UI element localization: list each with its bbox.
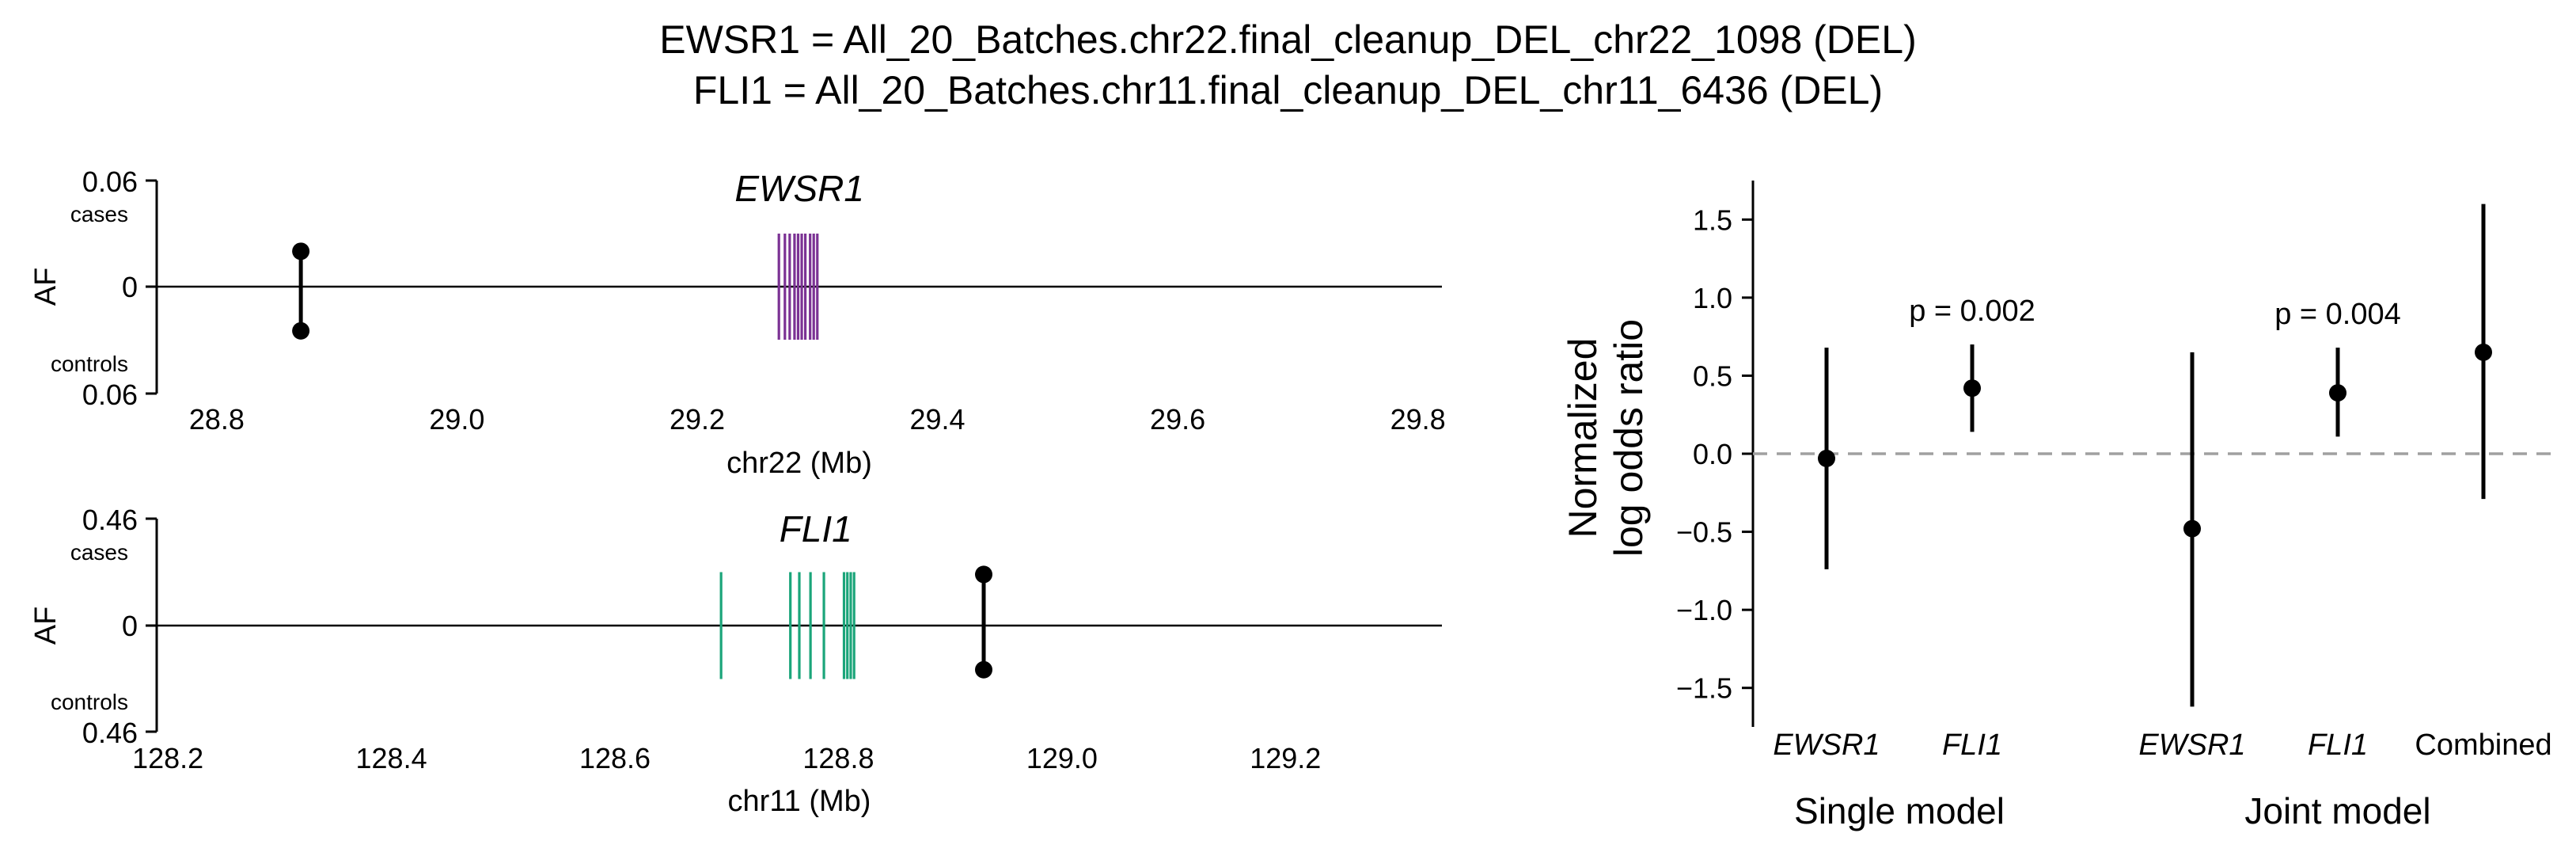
odds-x-tick-label-2: EWSR1 [2138, 729, 2245, 762]
odds-point-0 [1818, 449, 1835, 467]
odds-p-value-label-3: p = 0.004 [2274, 298, 2401, 331]
ewsr1-x-tick-label-3: 29.4 [910, 403, 966, 436]
ewsr1-y-tick-label-zero: 0 [122, 271, 138, 303]
ewsr1-x-tick-label-2: 29.2 [670, 403, 725, 436]
ewsr1-y-axis-label: AF [29, 268, 63, 306]
fli1-y-tick-label-bottom: 0.46 [82, 717, 138, 749]
ewsr1-x-tick-label-0: 28.8 [189, 403, 245, 436]
odds-group-label-joint: Joint model [2244, 790, 2430, 831]
fli1-y-axis-label: AF [29, 607, 63, 645]
odds-x-tick-label-1: FLI1 [1942, 729, 2002, 762]
odds-x-tick-label-0: EWSR1 [1773, 729, 1880, 762]
fli1-x-tick-label-4: 129.0 [1026, 742, 1098, 774]
figure-title: EWSR1 = All_20_Batches.chr22.final_clean… [0, 14, 2576, 116]
fli1-x-axis-label: chr11 (Mb) [728, 785, 871, 818]
fli1-x-tick-label-1: 128.4 [356, 742, 427, 774]
ewsr1-y-tick-label-top: 0.06 [82, 165, 138, 198]
odds-y-axis-label-line2: log odds ratio [1607, 319, 1651, 557]
fli1-variant-cases-point [975, 565, 993, 584]
odds-p-value-label-1: p = 0.002 [1909, 295, 2035, 328]
ewsr1-cases-label: cases [70, 202, 128, 226]
fli1-x-tick-label-3: 128.8 [802, 742, 874, 774]
fli1-x-tick-label-0: 128.2 [132, 742, 203, 774]
title-line-2: FLI1 = All_20_Batches.chr11.final_cleanu… [692, 68, 1884, 112]
odds-point-1 [1963, 379, 1981, 398]
ewsr1-x-tick-label-5: 29.8 [1390, 403, 1446, 436]
ewsr1-x-tick-label-4: 29.6 [1150, 403, 1205, 436]
fli1-y-tick-label-zero: 0 [122, 610, 138, 642]
ewsr1-variant-controls-point [292, 321, 310, 340]
odds-x-tick-label-3: FLI1 [2308, 729, 2368, 762]
fli1-variant-controls-point [975, 660, 993, 679]
ewsr1-x-axis-label: chr22 (Mb) [727, 447, 872, 480]
odds-y-tick-label-3: 0.0 [1693, 438, 1732, 470]
fli1-controls-label: controls [51, 690, 128, 714]
fli1-x-tick-label-2: 128.6 [579, 742, 651, 774]
fli1-gene-label: FLI1 [780, 508, 852, 550]
odds-y-tick-label-2: 0.5 [1693, 360, 1732, 392]
ewsr1-x-tick-label-1: 29.0 [429, 403, 484, 436]
odds-x-tick-label-4: Combined [2415, 729, 2551, 762]
odds-point-4 [2475, 343, 2492, 361]
odds-y-tick-label-4: −0.5 [1676, 516, 1732, 549]
odds-y-tick-label-6: −1.5 [1676, 672, 1732, 705]
title-line-1: EWSR1 = All_20_Batches.chr22.final_clean… [659, 17, 1917, 62]
odds-point-2 [2183, 519, 2201, 538]
ewsr1-gene-label: EWSR1 [734, 168, 864, 209]
fli1-cases-label: cases [70, 540, 128, 565]
ewsr1-controls-label: controls [51, 352, 128, 376]
odds-point-3 [2329, 384, 2346, 402]
fli1-x-tick-label-5: 129.2 [1250, 742, 1321, 774]
odds-group-label-single: Single model [1794, 790, 2005, 831]
odds-y-axis-label-line1: Normalized [1561, 338, 1605, 538]
fli1-y-tick-label-top: 0.46 [82, 504, 138, 536]
ewsr1-variant-cases-point [292, 242, 310, 261]
odds-y-tick-label-0: 1.5 [1693, 204, 1732, 236]
odds-y-tick-label-1: 1.0 [1693, 282, 1732, 314]
odds-y-tick-label-5: −1.0 [1676, 594, 1732, 626]
ewsr1-y-tick-label-bottom: 0.06 [82, 379, 138, 411]
